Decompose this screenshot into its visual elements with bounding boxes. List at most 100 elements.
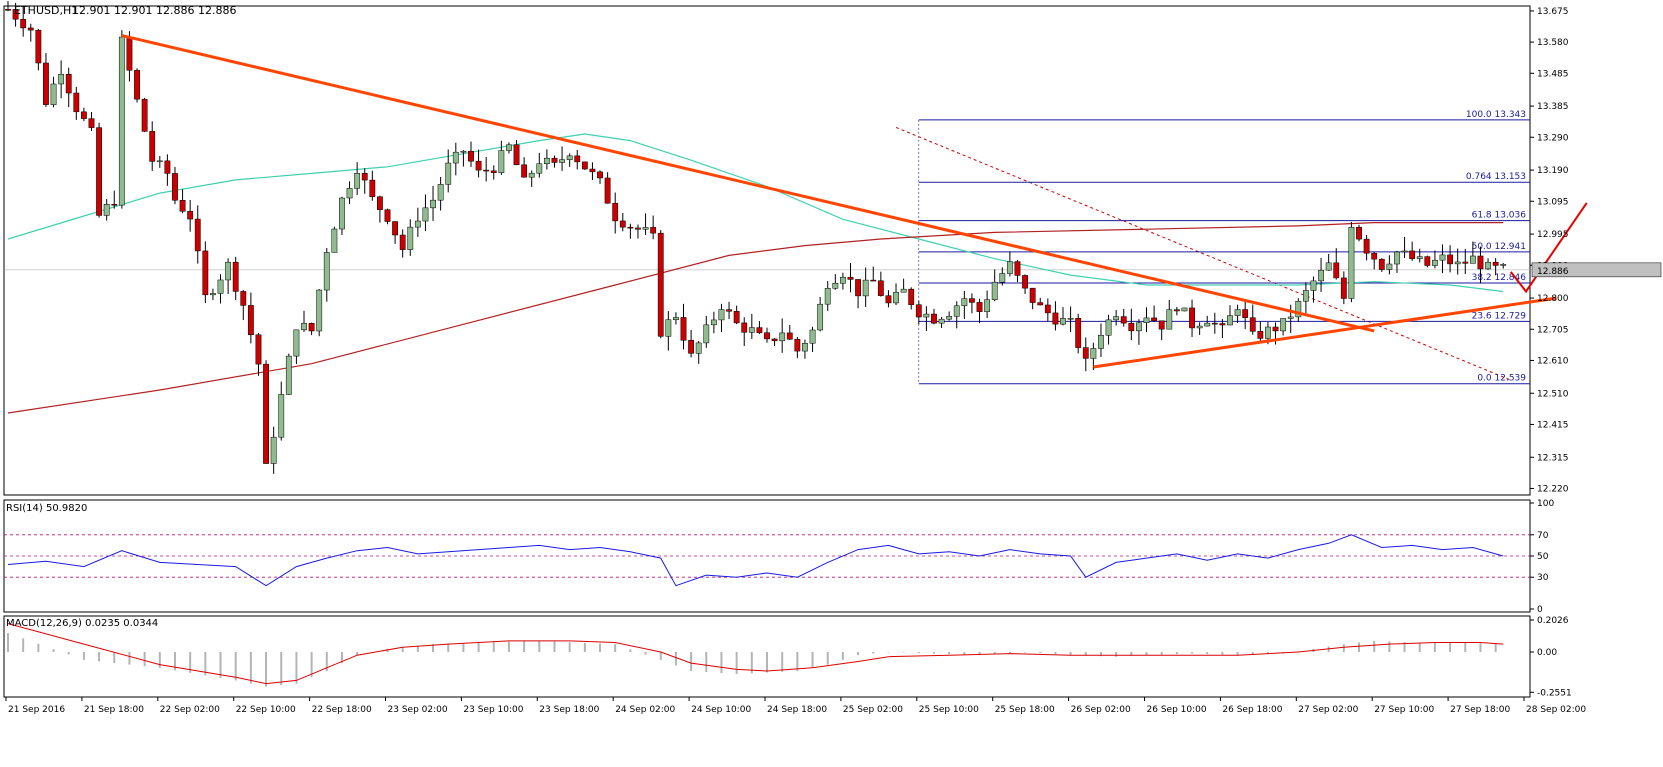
bear-candle (141, 98, 148, 132)
macd-histogram-bar (735, 652, 738, 675)
bull-candle (991, 281, 998, 300)
macd-histogram-bar (750, 652, 753, 674)
macd-label: MACD(12,26,9) 0.0235 0.0344 (6, 618, 158, 629)
bull-candle (528, 172, 535, 178)
bull-candle (316, 289, 323, 332)
bear-candle (96, 127, 102, 216)
bull-candle (270, 436, 277, 464)
bear-candle (1219, 323, 1226, 326)
bear-candle (604, 177, 611, 204)
bull-candle (809, 329, 816, 344)
macd-scale-label: 0.00 (1537, 648, 1557, 658)
price-tick-label: 13.485 (1537, 69, 1569, 79)
bear-candle (43, 62, 49, 105)
bear-candle (126, 36, 133, 71)
bull-candle (1348, 226, 1355, 299)
bear-candle (741, 322, 748, 333)
bear-candle (1447, 254, 1454, 265)
bull-candle (498, 150, 505, 173)
bull-candle (1006, 261, 1013, 274)
bear-candle (855, 279, 861, 297)
current-price-label: 12.886 (1537, 267, 1569, 277)
time-tick-label: 27 Sep 18:00 (1450, 705, 1510, 715)
bull-candle (817, 303, 824, 331)
bear-candle (187, 211, 194, 220)
trendline-descending (121, 34, 1375, 333)
time-tick-label: 25 Sep 18:00 (995, 705, 1055, 715)
bear-candle (5, 9, 11, 11)
time-tick-label: 26 Sep 18:00 (1222, 705, 1282, 715)
bear-candle (688, 340, 695, 354)
bear-candle (885, 295, 892, 304)
bear-candle (976, 302, 983, 312)
macd-histogram-bar (340, 652, 343, 664)
bull-candle (953, 305, 960, 317)
time-tick-label: 24 Sep 02:00 (615, 705, 675, 715)
ma-fast-line (7, 133, 1504, 293)
bear-candle (111, 204, 118, 206)
rsi-scale-label: 50 (1537, 552, 1549, 562)
ohlc-label: 12.901 12.901 12.886 12.886 (72, 4, 236, 17)
macd-signal-line (7, 623, 1504, 685)
bear-candle (475, 160, 482, 171)
macd-histogram-bar (826, 652, 829, 665)
bull-candle (862, 279, 869, 297)
macd-histogram-bar (1099, 652, 1102, 657)
bear-candle (134, 70, 140, 100)
bear-candle (202, 250, 209, 296)
bear-candle (1378, 258, 1385, 270)
bull-candle (422, 207, 429, 222)
bear-candle (589, 168, 596, 173)
bear-candle (657, 232, 664, 337)
macd-histogram-bar (1115, 652, 1118, 657)
bull-candle (225, 261, 232, 281)
bull-candle (354, 173, 361, 189)
bear-candle (521, 164, 528, 178)
bear-candle (369, 179, 376, 198)
time-tick-label: 23 Sep 02:00 (388, 705, 448, 715)
bear-candle (27, 27, 34, 31)
bull-candle (1060, 318, 1066, 325)
bull-candle (832, 283, 839, 289)
macd-histogram-bar (674, 652, 677, 666)
bull-candle (748, 327, 755, 333)
bear-candle (1158, 320, 1165, 330)
projection-arrow (1510, 202, 1588, 294)
bear-candle (969, 298, 975, 303)
macd-histogram-bar (1084, 652, 1087, 656)
bear-candle (1082, 347, 1089, 359)
bear-candle (399, 234, 406, 250)
moving-averages (7, 133, 1504, 414)
fib-swing-line (895, 126, 1512, 381)
macd-histogram-bar (1266, 652, 1269, 655)
time-tick-label: 21 Sep 2016 (8, 705, 65, 715)
bear-candle (263, 363, 269, 464)
macd-histogram-bar (1145, 652, 1148, 656)
time-tick-label: 25 Sep 10:00 (919, 705, 979, 715)
macd-histogram-bar (52, 649, 55, 652)
macd-histogram-bar (492, 642, 495, 652)
macd-histogram-bar (280, 652, 283, 686)
fib-label: 100.0 13.343 (1466, 110, 1526, 120)
bull-candle (695, 342, 702, 354)
bear-candle (1333, 262, 1340, 279)
bull-candle (710, 319, 717, 326)
macd-histogram-bar (416, 645, 419, 652)
macd-histogram-bar (1160, 652, 1163, 655)
macd-histogram-bar (37, 643, 40, 652)
macd-histogram-bar (599, 643, 602, 652)
bear-candle (635, 227, 641, 230)
bull-candle (210, 293, 216, 296)
current-price-box (1531, 262, 1662, 278)
bear-candle (255, 334, 262, 365)
bear-candle (551, 157, 558, 163)
macd-histogram-bar (1342, 644, 1345, 652)
bear-candle (915, 304, 922, 318)
rsi-line (7, 534, 1504, 587)
macd-histogram-bar (993, 652, 996, 655)
bull-candle (217, 279, 224, 294)
macd-histogram-bar (766, 652, 768, 673)
bear-candle (771, 338, 778, 342)
bull-candle (58, 74, 65, 85)
